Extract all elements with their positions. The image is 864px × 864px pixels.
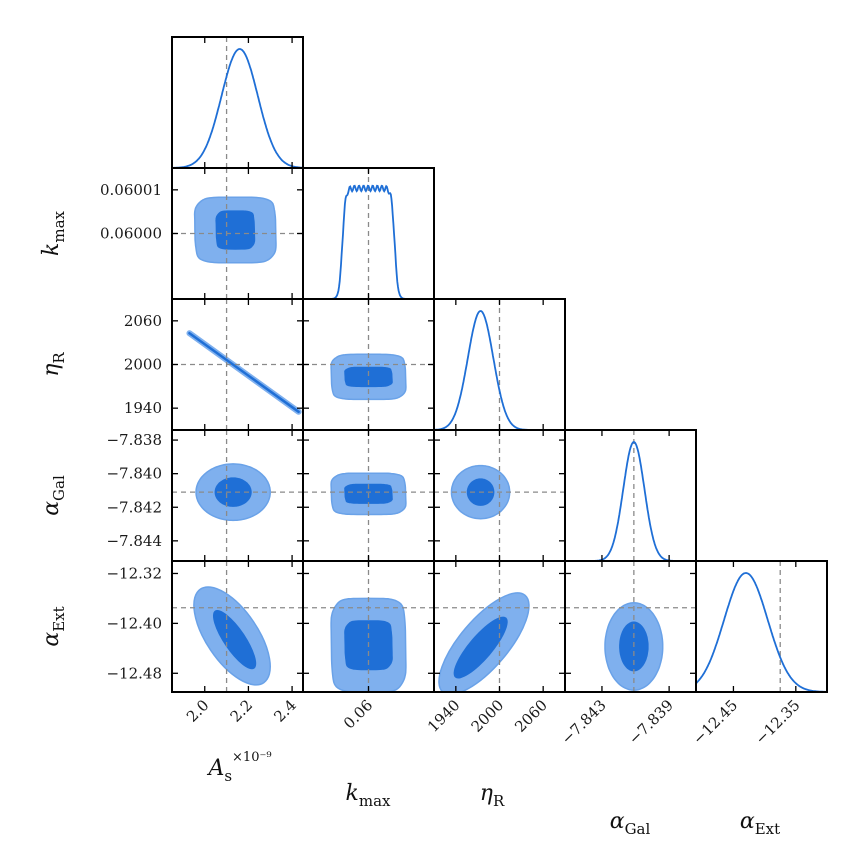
contour-inner-1-0	[215, 210, 256, 250]
marginal-curve-0	[172, 48, 303, 168]
marginal-panel-0	[172, 48, 303, 168]
panel-frame-4-4	[695, 560, 828, 693]
x-axis-label-etaR: ηR	[480, 781, 505, 810]
y-tick-label-aExt: −12.40	[106, 614, 162, 632]
marginal-curve-4	[696, 572, 827, 692]
panel-frame-0-0	[171, 36, 304, 169]
contour-inner-2-0	[188, 331, 300, 414]
contour-inner-4-0	[212, 610, 257, 670]
x-tick-label-aGal: −7.843	[558, 696, 610, 748]
x-axis-label-aGal: αGal	[610, 809, 651, 838]
y-tick-label-aExt: −12.32	[106, 564, 162, 582]
x-tick-label-As: 2.4	[270, 696, 300, 726]
marginal-curve-2	[434, 310, 565, 430]
y-tick-label-aExt: −12.48	[106, 664, 162, 682]
contour-panel-4-0	[193, 586, 271, 686]
marginal-curve-1	[303, 184, 434, 299]
y-axis-label-aGal: αGal	[39, 475, 68, 516]
x-tick-label-kmax: 0.06	[340, 696, 376, 732]
marginal-panel-1	[303, 184, 434, 299]
y-tick-label-aGal: −7.844	[106, 532, 162, 550]
y-axis-label-aExt: αExt	[39, 606, 68, 646]
contour-panel-1-0	[193, 196, 277, 264]
x-axis-label-aExt: αExt	[740, 809, 780, 838]
y-tick-label-etaR: 2000	[124, 356, 162, 374]
contour-panel-2-1	[330, 353, 407, 401]
contour-inner-2-1	[344, 366, 393, 388]
contour-panel-2-0	[186, 330, 302, 415]
x-axis-label-kmax: kmax	[346, 781, 392, 810]
x-axis-label-As: As×10⁻⁹	[206, 750, 271, 785]
x-tick-label-etaR: 2000	[468, 696, 508, 736]
y-tick-label-aGal: −7.840	[106, 465, 162, 483]
y-tick-label-aGal: −7.842	[106, 498, 162, 516]
x-tick-label-As: 2.2	[227, 696, 257, 726]
y-axis-label-etaR: ηR	[39, 352, 68, 377]
marginal-panel-2	[434, 310, 565, 430]
y-tick-label-etaR: 1940	[124, 399, 162, 417]
marginal-panel-4	[696, 572, 827, 692]
marginal-panel-3	[565, 441, 696, 561]
x-tick-label-aExt: −12.45	[689, 696, 741, 748]
x-tick-label-aExt: −12.35	[752, 696, 804, 748]
y-tick-label-kmax: 0.06000	[100, 225, 162, 243]
x-tick-label-As: 2.0	[183, 696, 213, 726]
x-tick-label-aGal: −7.839	[625, 696, 677, 748]
y-axis-label-kmax: kmax	[39, 210, 68, 256]
x-tick-label-etaR: 1940	[424, 696, 464, 736]
y-tick-label-kmax: 0.06001	[100, 181, 162, 199]
x-tick-label-etaR: 2060	[511, 696, 551, 736]
y-tick-label-aGal: −7.838	[106, 431, 162, 449]
marginal-curve-3	[565, 441, 696, 561]
contour-panel-3-0	[195, 463, 271, 522]
contour-panel-4-2	[438, 592, 530, 692]
y-tick-label-etaR: 2060	[124, 312, 162, 330]
contour-inner-3-0	[214, 477, 252, 507]
contour-inner-4-2	[453, 616, 508, 679]
